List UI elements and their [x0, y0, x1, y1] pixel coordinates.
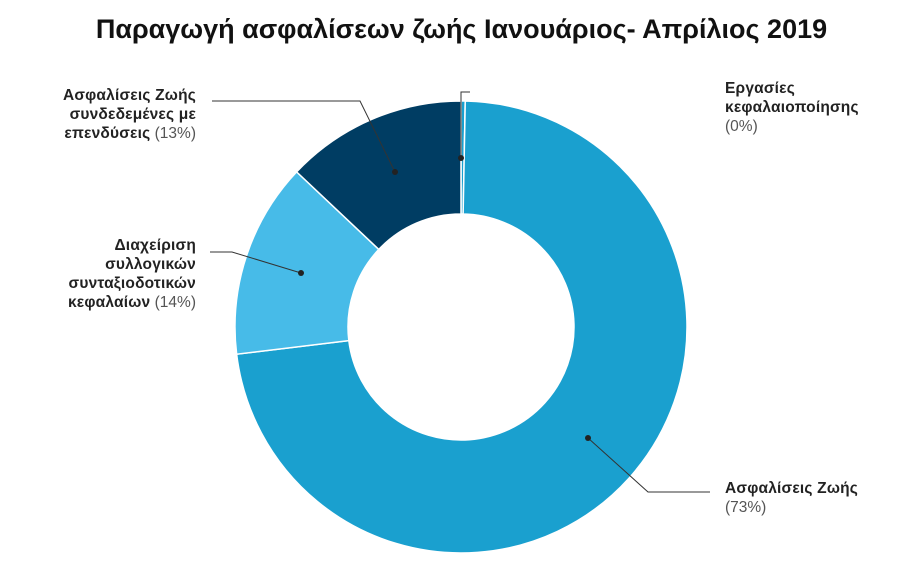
- leader-line-1: [587, 437, 710, 493]
- donut-slice-1: [235, 100, 688, 554]
- slice-label-2: Διαχείριση συλλογικών συνταξιοδοτικών κεφαλ…: [68, 237, 196, 311]
- leader-dot-0: [458, 155, 464, 161]
- slice-label-1: Ασφαλίσεις Ζωής (73%): [725, 480, 858, 516]
- slice-label-line: συνταξιοδοτικών: [69, 275, 196, 292]
- chart-title: Παραγωγή ασφαλίσεων ζωής Ιανουάριος- Απρ…: [95, 14, 828, 44]
- leader-dot-3: [392, 169, 398, 175]
- slice-label-0: Εργασίες κεφαλαιοποίησης (0%): [725, 80, 859, 135]
- slice-percent-label: (73%): [725, 499, 766, 516]
- slice-label-line: επενδύσεις: [64, 125, 150, 142]
- slice-label-line: Ασφαλίσεις Ζωής: [63, 87, 196, 104]
- slice-percent-label: (0%): [725, 118, 758, 135]
- leader-line-2: [210, 251, 302, 274]
- slice-label-line: Εργασίες: [725, 80, 795, 97]
- slice-label-line: κεφαλαιοποίησης: [725, 99, 859, 116]
- slice-percent-label: (13%): [150, 125, 196, 142]
- slice-label-line: Ασφαλίσεις Ζωής: [725, 480, 858, 497]
- labels-layer: Εργασίες κεφαλαιοποίησης (0%) Ασφαλίσεις Ζω…: [63, 80, 859, 516]
- slice-percent-label: (14%): [150, 294, 196, 311]
- slice-label-line: κεφαλαίων: [68, 294, 150, 311]
- slice-label-line: συλλογικών: [105, 256, 196, 273]
- leader-line-0: [460, 91, 470, 158]
- leaders-layer: [210, 91, 710, 493]
- leader-dot-2: [298, 270, 304, 276]
- leader-dot-1: [585, 435, 591, 441]
- slice-label-line: Διαχείριση: [114, 237, 196, 254]
- slice-label-line: συνδεδεμένες με: [70, 106, 197, 123]
- slices-layer: [234, 100, 688, 554]
- leader-line-3: [212, 100, 396, 173]
- slice-label-3: Ασφαλίσεις Ζωής συνδεδεμένες με επενδύσεις…: [63, 87, 197, 142]
